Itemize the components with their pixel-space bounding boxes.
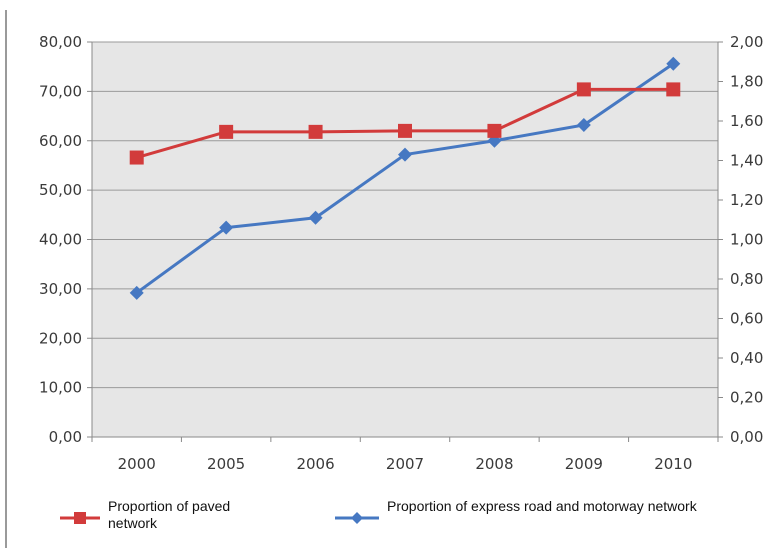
data-point-square <box>129 150 144 165</box>
legend-item-paved: Proportion of paved network <box>60 498 278 532</box>
y-right-tick-label: 1,80 <box>730 73 763 91</box>
x-tick-label: 2005 <box>207 455 245 473</box>
data-point-square <box>398 123 412 138</box>
y-right-tick-label: 2,00 <box>730 33 763 51</box>
series-paved <box>129 82 681 165</box>
x-tick-label: 2000 <box>118 455 156 473</box>
y-right-tick-label: 0,00 <box>730 428 763 446</box>
data-point-diamond <box>219 220 234 235</box>
y-left-tick-label: 60,00 <box>39 132 82 150</box>
data-point-diamond <box>666 56 681 71</box>
y-left-tick-label: 40,00 <box>39 231 82 249</box>
data-point-diamond <box>308 210 323 225</box>
data-point-diamond <box>129 285 144 300</box>
data-point-diamond <box>398 147 412 162</box>
data-point-square <box>576 82 591 97</box>
y-left-tick-label: 50,00 <box>39 181 82 199</box>
legend-item-express: Proportion of express road and motorway … <box>335 498 727 526</box>
y-left-tick-label: 70,00 <box>39 82 82 100</box>
x-tick-label: 2008 <box>475 455 513 473</box>
x-tick-label: 2007 <box>386 455 424 473</box>
data-point-square <box>308 124 323 139</box>
data-point-square <box>666 82 681 97</box>
legend: Proportion of paved network Proportion o… <box>60 498 760 544</box>
y-right-tick-label: 0,20 <box>730 389 763 407</box>
legend-label-paved: Proportion of paved network <box>108 498 231 531</box>
legend-marker-square-icon <box>60 512 100 524</box>
y-right-tick-label: 1,40 <box>730 152 763 170</box>
y-left-tick-label: 10,00 <box>39 379 82 397</box>
x-tick-label: 2006 <box>296 455 334 473</box>
y-right-tick-label: 0,80 <box>730 270 763 288</box>
legend-marker-diamond-icon <box>335 512 379 524</box>
y-right-tick-label: 0,60 <box>730 310 763 328</box>
y-left-tick-label: 30,00 <box>39 280 82 298</box>
x-tick-label: 2010 <box>654 455 692 473</box>
y-left-tick-label: 0,00 <box>49 428 82 446</box>
y-left-tick-label: 20,00 <box>39 329 82 347</box>
x-tick-label: 2009 <box>565 455 603 473</box>
data-point-diamond <box>576 117 591 132</box>
y-left-tick-label: 80,00 <box>39 33 82 51</box>
y-right-tick-label: 1,00 <box>730 231 763 249</box>
data-point-square <box>219 124 234 139</box>
y-right-tick-label: 0,40 <box>730 349 763 367</box>
frame-left-border <box>5 10 7 548</box>
chart: 0,00 10,00 20,00 30,00 40,00 50,00 60,00 70,00 8… <box>39 33 763 473</box>
data-point-square <box>487 123 502 138</box>
y-right-tick-label: 1,20 <box>730 191 763 209</box>
legend-label-express: Proportion of express road and motorway … <box>387 498 697 514</box>
y-right-tick-label: 1,60 <box>730 112 763 130</box>
